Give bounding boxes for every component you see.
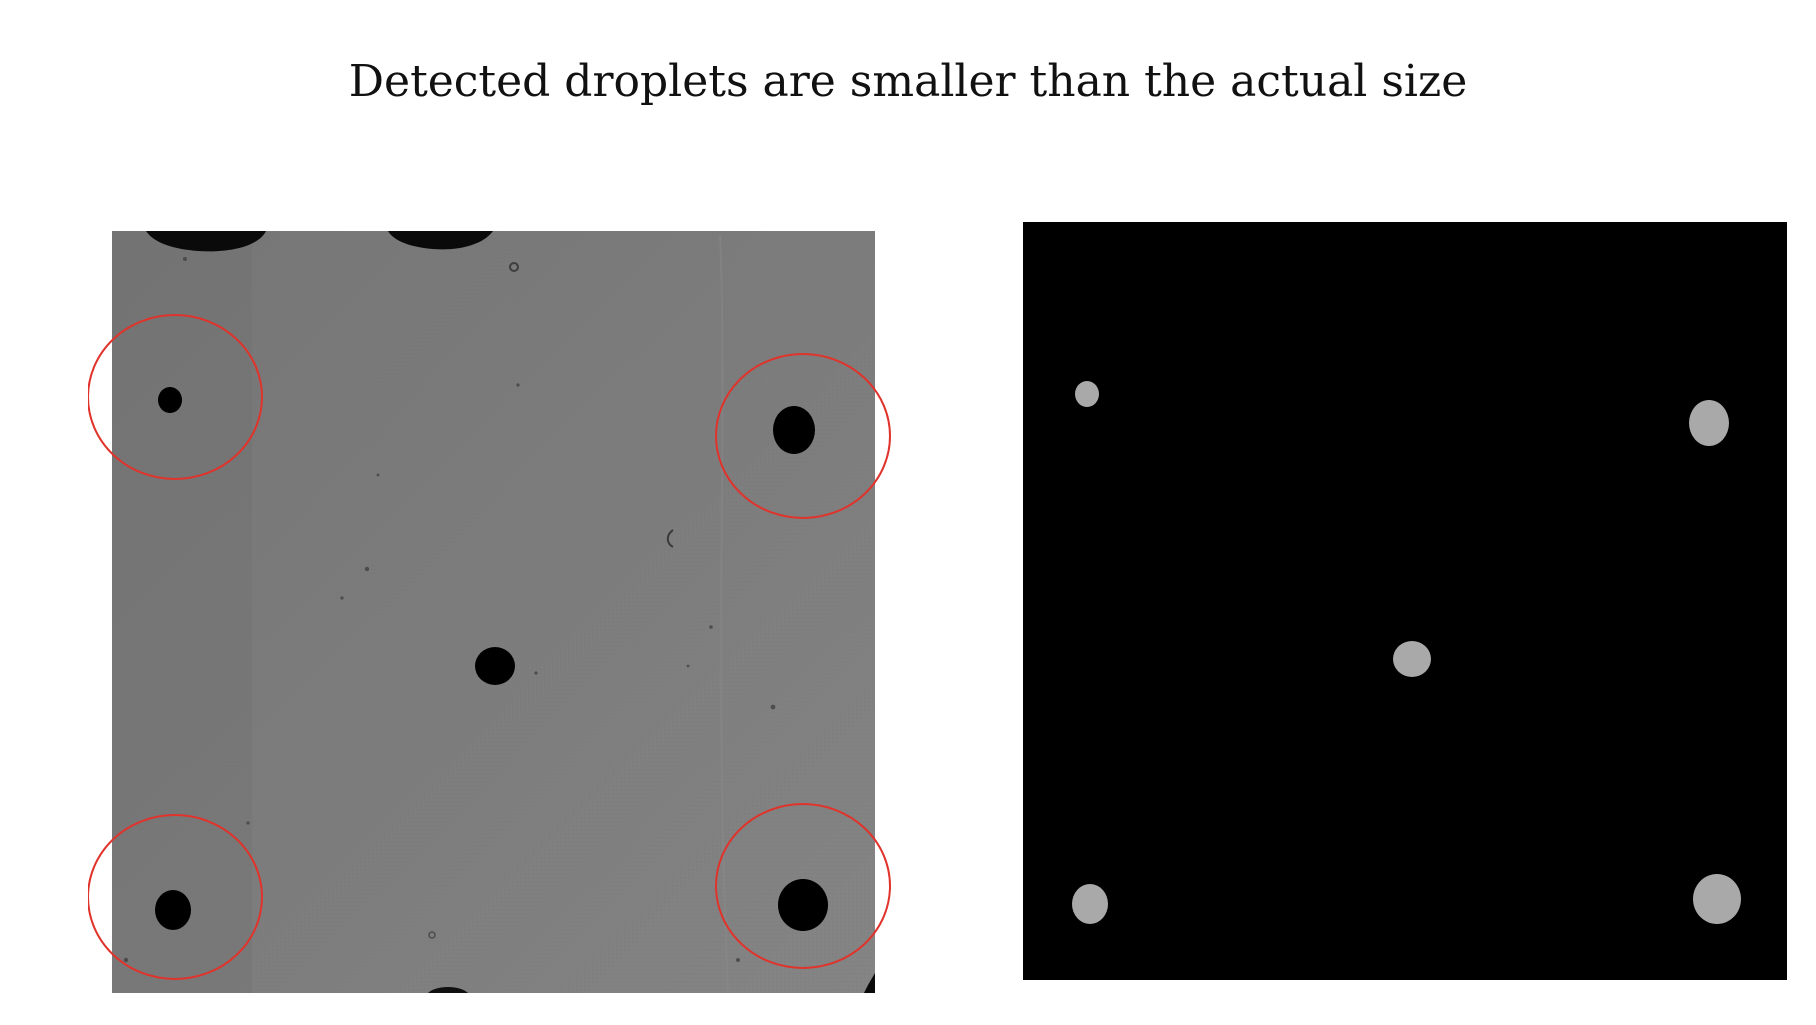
- detected-droplet-top-left: [1075, 381, 1099, 407]
- raw-image-texture: [112, 231, 875, 993]
- annotation-circles: [88, 314, 891, 980]
- droplet-center: [475, 647, 515, 685]
- detected-droplets: [1072, 381, 1741, 924]
- annotation-circle-bottom-left: [88, 814, 263, 980]
- corner-blob: [864, 973, 875, 993]
- annotation-circle-top-left: [88, 314, 263, 480]
- page-title: Detected droplets are smaller than the a…: [348, 56, 1468, 107]
- top-blob-right: [388, 231, 493, 250]
- detected-droplet-center: [1393, 641, 1431, 677]
- raw-image: [88, 231, 891, 994]
- raw-image-shade: [112, 231, 252, 993]
- detected-droplet-bottom-right: [1693, 874, 1741, 924]
- dust-specks: [123, 257, 776, 963]
- bottom-blob: [428, 987, 468, 993]
- mask-background: [1023, 222, 1787, 980]
- scratch-mark: [666, 529, 674, 548]
- mask-image: [1023, 222, 1787, 980]
- droplet-bottom-left: [155, 890, 191, 930]
- detected-droplet-top-right: [1689, 400, 1729, 446]
- detected-droplet-bottom-left: [1072, 884, 1108, 924]
- droplet-top-left: [158, 387, 182, 413]
- annotation-circle-bottom-right: [715, 803, 891, 969]
- droplet-bottom-right: [778, 879, 828, 931]
- annotation-circle-top-right: [715, 353, 891, 519]
- top-blob-left: [146, 231, 266, 252]
- raw-image-panel: [88, 225, 894, 1025]
- actual-droplets: [155, 387, 828, 931]
- droplet-top-right: [773, 406, 815, 454]
- mask-image-panel: [1023, 222, 1787, 980]
